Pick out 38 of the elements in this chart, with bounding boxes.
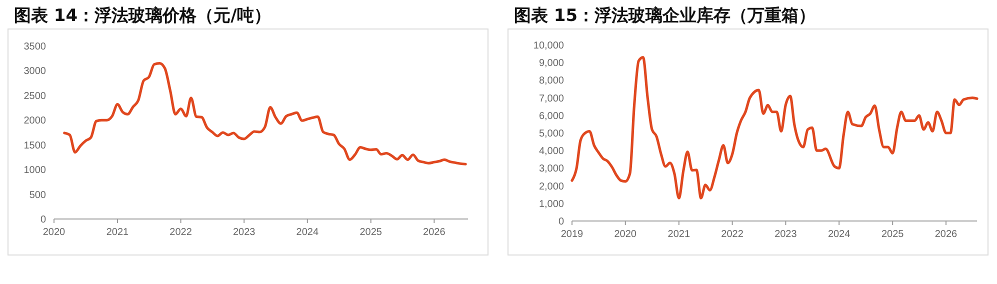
x-tick-label: 2021 (668, 229, 690, 240)
x-tick-label: 2020 (614, 229, 637, 240)
x-tick-label: 2024 (296, 227, 319, 238)
y-tick-label: 0 (40, 214, 46, 226)
y-tick-label: 3000 (24, 66, 46, 78)
chart-title: 图表 14：浮法玻璃价格（元/吨） (14, 6, 271, 26)
y-tick-label: 4,000 (538, 146, 564, 158)
y-tick-label: 1000 (24, 165, 46, 176)
x-tick-label: 2019 (560, 229, 584, 240)
y-tick-label: 7,000 (538, 93, 564, 104)
y-tick-label: 6,000 (538, 110, 564, 122)
chart-title: 图表 15：浮法玻璃企业库存（万重箱） (514, 6, 816, 26)
x-tick-label: 2024 (828, 229, 851, 240)
y-tick-label: 2,000 (538, 181, 564, 192)
y-tick-label: 2000 (24, 116, 46, 127)
line-series (570, 56, 978, 200)
y-tick-label: 2500 (24, 90, 46, 102)
x-tick-label: 2023 (232, 227, 256, 238)
y-tick-label: 0 (558, 216, 564, 228)
x-tick-label: 2022 (721, 229, 744, 240)
x-tick-label: 2022 (170, 227, 192, 238)
x-tick-label: 2023 (774, 229, 798, 240)
y-tick-label: 1500 (24, 140, 46, 152)
x-tick-label: 2021 (106, 227, 130, 238)
y-tick-label: 9,000 (538, 58, 564, 70)
y-tick-label: 5,000 (538, 128, 564, 140)
y-tick-label: 3,000 (538, 164, 564, 175)
x-tick-label: 2026 (423, 227, 446, 238)
y-tick-label: 8,000 (538, 76, 564, 87)
x-tick-label: 2020 (42, 227, 66, 238)
y-tick-label: 1,000 (538, 198, 564, 210)
y-tick-label: 3500 (24, 42, 46, 52)
x-tick-label: 2026 (934, 229, 958, 240)
y-tick-label: 10,000 (533, 40, 564, 52)
x-tick-label: 2025 (360, 227, 382, 238)
y-tick-label: 500 (29, 190, 46, 201)
line-series (63, 62, 467, 166)
x-tick-label: 2025 (881, 229, 904, 240)
